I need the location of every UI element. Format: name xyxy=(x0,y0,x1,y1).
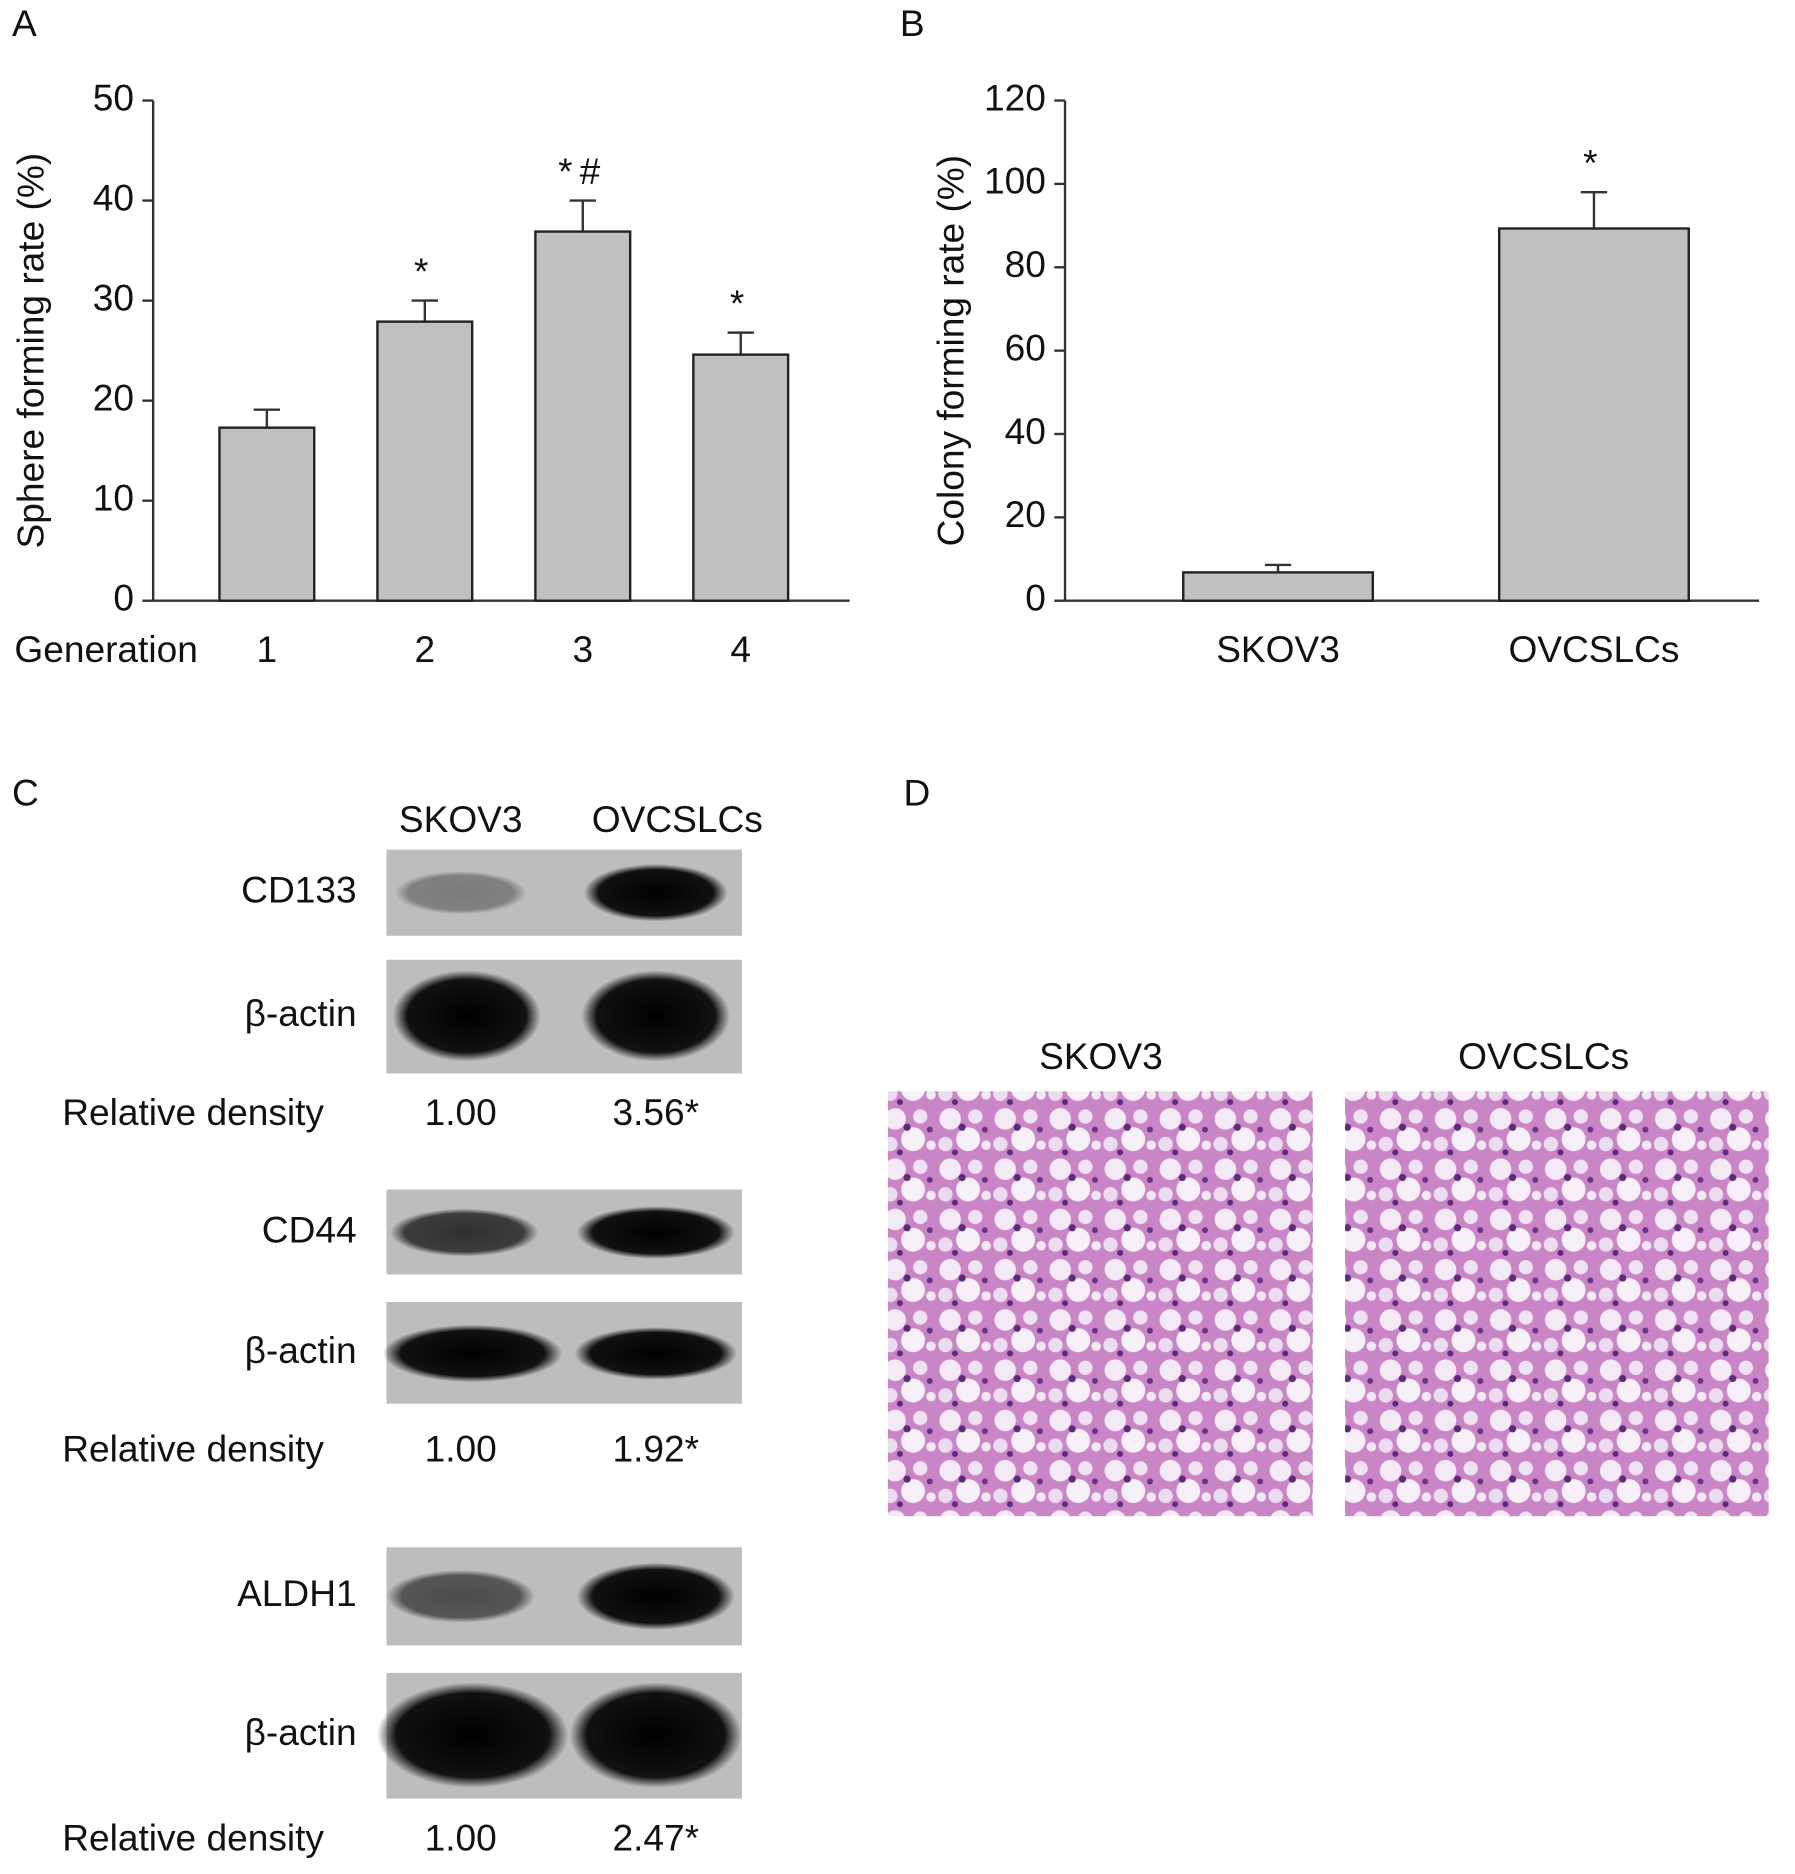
histology-image xyxy=(887,1091,1313,1517)
significance-mark: * xyxy=(730,282,752,324)
x-tick-label: OVCSLCs xyxy=(1508,628,1679,670)
y-tick-label: 20 xyxy=(1005,493,1046,535)
column-label: SKOV3 xyxy=(399,798,523,840)
x-tick-label: 4 xyxy=(730,628,751,670)
density-value: 1.92* xyxy=(612,1427,699,1469)
density-label: Relative density xyxy=(62,1816,324,1858)
y-tick-label: 120 xyxy=(984,76,1046,118)
panel-label: C xyxy=(12,772,39,814)
blot-label: β-actin xyxy=(245,1329,357,1371)
panel-label: A xyxy=(12,2,37,44)
significance-mark: * xyxy=(1583,142,1605,184)
blot-label: β-actin xyxy=(245,992,357,1034)
column-label: SKOV3 xyxy=(1039,1035,1163,1077)
y-axis-title: Sphere forming rate (%) xyxy=(9,153,51,549)
blot-label: CD133 xyxy=(241,869,356,911)
blot-label: β-actin xyxy=(245,1711,357,1753)
y-axis-title: Colony forming rate (%) xyxy=(930,155,972,547)
y-tick-label: 30 xyxy=(93,276,134,318)
y-tick-label: 50 xyxy=(93,76,134,118)
y-tick-label: 80 xyxy=(1005,243,1046,285)
column-label: OVCSLCs xyxy=(1458,1035,1629,1077)
density-value: 1.00 xyxy=(425,1091,497,1133)
x-tick-label: SKOV3 xyxy=(1216,628,1340,670)
y-tick-label: 10 xyxy=(93,476,134,518)
panel-label: B xyxy=(900,2,925,44)
y-tick-label: 60 xyxy=(1005,326,1046,368)
blot-label: CD44 xyxy=(262,1208,357,1250)
y-tick-label: 40 xyxy=(93,176,134,218)
y-tick-label: 0 xyxy=(1025,577,1046,619)
significance-mark: *# xyxy=(558,150,607,192)
density-value: 3.56* xyxy=(612,1091,699,1133)
density-label: Relative density xyxy=(62,1091,324,1133)
bar xyxy=(376,320,474,602)
y-tick-label: 100 xyxy=(984,160,1046,202)
bar xyxy=(534,230,632,602)
density-label: Relative density xyxy=(62,1427,324,1469)
bar xyxy=(692,353,790,602)
blot-images xyxy=(376,849,742,1799)
panel-label: D xyxy=(903,772,930,814)
density-value: 1.00 xyxy=(425,1427,497,1469)
x-axis-title: Generation xyxy=(14,628,197,670)
density-value: 1.00 xyxy=(425,1816,497,1858)
significance-mark: * xyxy=(414,250,436,292)
density-value: 2.47* xyxy=(612,1816,699,1858)
x-tick-label: 3 xyxy=(572,628,593,670)
bar xyxy=(1497,227,1690,602)
y-tick-label: 40 xyxy=(1005,410,1046,452)
y-tick-label: 0 xyxy=(113,577,134,619)
column-label: OVCSLCs xyxy=(592,798,763,840)
bar xyxy=(1182,571,1375,602)
x-tick-label: 1 xyxy=(257,628,278,670)
x-tick-label: 2 xyxy=(415,628,436,670)
blot-label: ALDH1 xyxy=(237,1572,357,1614)
histology-image xyxy=(1345,1091,1769,1517)
bar xyxy=(218,426,316,602)
y-tick-label: 20 xyxy=(93,376,134,418)
